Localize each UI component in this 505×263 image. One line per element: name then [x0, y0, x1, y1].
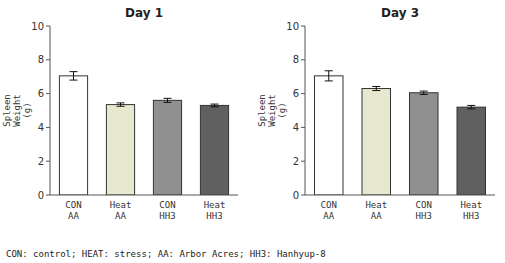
error-bar: [325, 71, 333, 81]
x-axis-line: [305, 195, 495, 196]
y-tick-label: 8: [38, 54, 44, 65]
plot-area: [315, 71, 486, 195]
y-tick: [301, 195, 305, 196]
x-tick-label: HeatAA: [365, 200, 387, 221]
x-tick-label: CONAA: [321, 200, 337, 221]
error-bar-stem: [120, 103, 121, 106]
y-axis-label: SpleenWeight(g): [2, 94, 32, 127]
x-tick-label: CONAA: [65, 200, 81, 221]
caption: CON: control; HEAT: stress; AA: Arbor Ac…: [6, 249, 326, 259]
y-tick: [301, 127, 305, 128]
y-axis-line: [305, 26, 306, 195]
y-tick: [46, 93, 50, 94]
error-bar-stem: [73, 72, 74, 80]
error-bar: [211, 104, 219, 107]
bar: [362, 89, 391, 195]
error-bar-cap: [467, 105, 475, 106]
y-tick-label: 10: [286, 21, 299, 32]
error-bar-cap: [372, 90, 380, 91]
bar: [106, 105, 134, 195]
y-tick: [46, 195, 50, 196]
y-tick: [301, 161, 305, 162]
error-bar-cap: [372, 86, 380, 87]
y-tick-label: 2: [38, 156, 44, 167]
error-bar-cap: [420, 91, 428, 92]
y-tick: [46, 127, 50, 128]
error-bar-cap: [325, 80, 333, 81]
error-bar: [164, 98, 172, 102]
y-tick: [301, 26, 305, 27]
x-tick-label: HeatHH3: [460, 200, 482, 221]
y-tick-label: 0: [38, 190, 44, 201]
y-tick-label: 2: [293, 156, 299, 167]
error-bar-cap: [420, 94, 428, 95]
error-bar-stem: [376, 87, 377, 91]
y-tick-label: 6: [38, 88, 44, 99]
chart-root: Day 1 0 2 4 6 8 10 SpleenWeight(g) CONAA HeatAA CO…: [0, 0, 505, 263]
x-tick-label: HeatHH3: [204, 200, 226, 221]
bar: [315, 76, 344, 195]
x-tick-label: HeatAA: [110, 200, 132, 221]
error-bar: [70, 72, 78, 80]
error-bar-cap: [70, 71, 78, 72]
bar: [59, 76, 87, 195]
x-tick-label: CONHH3: [159, 200, 175, 221]
y-tick-label: 4: [38, 122, 44, 133]
error-bar-cap: [211, 104, 219, 105]
error-bar-cap: [467, 108, 475, 109]
bar: [457, 107, 486, 195]
y-axis-line: [50, 26, 51, 195]
title: Day 1: [125, 6, 163, 20]
y-axis-label: SpleenWeight(g): [257, 94, 287, 127]
y-tick-label: 6: [293, 88, 299, 99]
error-bar-stem: [328, 71, 329, 81]
y-tick-label: 8: [293, 54, 299, 65]
y-tick-label: 0: [293, 190, 299, 201]
error-bar-stem: [471, 105, 472, 108]
y-tick: [301, 59, 305, 60]
error-bar: [420, 91, 428, 94]
panel: Day 3 0 2 4 6 8 10 SpleenWeight(g) CONAA HeatAA CO…: [257, 6, 495, 221]
error-bar-cap: [211, 106, 219, 107]
x-axis-line: [50, 195, 238, 196]
y-tick: [46, 59, 50, 60]
bar: [153, 100, 181, 195]
title: Day 3: [381, 6, 419, 20]
error-bar-cap: [164, 98, 172, 99]
error-bar: [372, 87, 380, 91]
bar: [410, 93, 439, 195]
x-tick-label: CONHH3: [416, 200, 432, 221]
error-bar-stem: [167, 98, 168, 102]
error-bar-cap: [325, 70, 333, 71]
y-tick: [46, 26, 50, 27]
y-tick: [301, 93, 305, 94]
panel: Day 1 0 2 4 6 8 10 SpleenWeight(g) CONAA HeatAA CO…: [2, 6, 238, 221]
y-tick-label: 4: [293, 122, 299, 133]
error-bar: [467, 105, 475, 108]
error-bar-cap: [70, 80, 78, 81]
error-bar-stem: [423, 91, 424, 94]
y-tick: [46, 161, 50, 162]
plot-area: [59, 72, 228, 195]
error-bar-cap: [117, 102, 125, 103]
error-bar: [117, 103, 125, 106]
bar: [200, 105, 228, 195]
error-bar-cap: [164, 102, 172, 103]
error-bar-cap: [117, 106, 125, 107]
y-tick-label: 10: [31, 21, 44, 32]
